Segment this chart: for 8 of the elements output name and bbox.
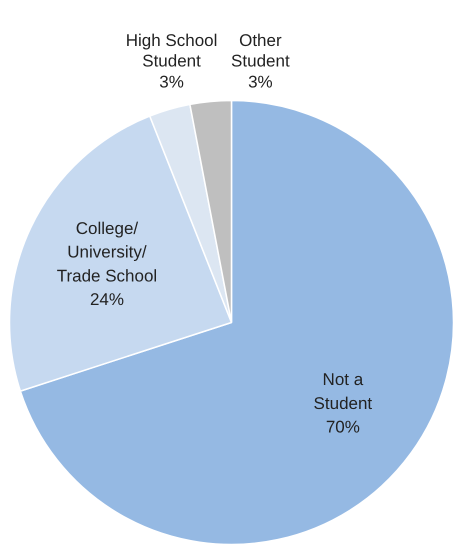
data-label: 24% bbox=[90, 290, 124, 310]
slice-label: Not a Student bbox=[314, 370, 372, 413]
data-label: 3% bbox=[248, 72, 273, 92]
data-label: 70% bbox=[326, 418, 360, 437]
data-label: 3% bbox=[159, 72, 184, 92]
slice-label: Other Student bbox=[231, 30, 290, 71]
slice-label: High School Student bbox=[126, 30, 218, 71]
slice-label: College/ University/ Trade School bbox=[56, 218, 158, 286]
